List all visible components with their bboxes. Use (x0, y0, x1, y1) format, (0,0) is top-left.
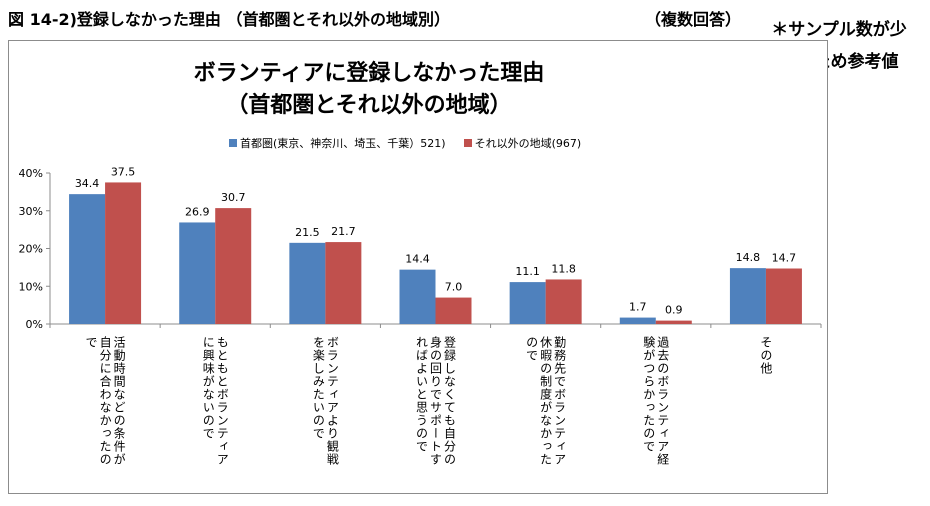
data-label: 1.7 (629, 301, 647, 314)
y-tick-label: 10% (19, 280, 43, 293)
legend-swatch-other-regions (463, 139, 472, 147)
category-label: 過去のボランティア経 (656, 336, 670, 466)
category-label: その他 (759, 336, 773, 375)
category-label: ので (525, 336, 539, 362)
legend-label-tokyo-area: 首都圏(東京、神奈川、埼玉、千葉）521) (240, 137, 446, 150)
bar-other-regions (325, 242, 362, 324)
data-label: 11.1 (515, 265, 540, 278)
category-label: 活動時間などの条件が (112, 336, 126, 466)
figure-title: 図 14-2)登録しなかった理由 （首都圏とそれ以外の地域別） (8, 10, 451, 29)
chart-title-line-2: （首都圏とそれ以外の地域） (226, 93, 512, 118)
data-label: 26.9 (185, 205, 210, 218)
bar-other-regions (105, 182, 142, 324)
data-label: 14.4 (405, 253, 430, 266)
sample-note-line-1: ＊サンプル数が少 (771, 20, 907, 40)
data-label: 34.4 (75, 177, 100, 190)
legend-entry-other-regions: それ以外の地域(967) (463, 135, 582, 151)
bar-other-regions (215, 208, 252, 324)
data-label: 14.7 (772, 252, 797, 265)
y-tick-label: 20% (19, 243, 43, 256)
bar-tokyo-area (289, 242, 326, 324)
category-label: もともとボランティア (215, 336, 229, 466)
category-label: 登録しなくても自分の (443, 335, 457, 466)
category-label: ればよいと思うので (415, 336, 429, 453)
bar-chart-plot: 0% 10% 20% 30% 40% 34.4 37.5 活動時間などの条件が自分に合わなかっ… (19, 165, 822, 466)
bar-tokyo-area (509, 282, 546, 324)
category-label: を楽しみたいので (311, 336, 325, 440)
y-tick-label: 40% (19, 167, 43, 180)
data-label: 11.8 (551, 262, 576, 275)
category-label: 験がつらかったので (642, 335, 656, 453)
bar-other-regions (435, 297, 472, 324)
legend-swatch-tokyo-area (229, 139, 237, 147)
y-tick-label: 0% (26, 318, 43, 331)
bar-other-regions (765, 268, 802, 324)
chart-legend: 首都圏(東京、神奈川、埼玉、千葉）521) それ以外の地域(967) (229, 135, 599, 151)
legend-label-other-regions: それ以外の地域(967) (474, 137, 582, 150)
data-label: 0.9 (665, 304, 683, 317)
data-label: 7.0 (445, 281, 463, 294)
data-label: 14.8 (736, 251, 761, 264)
chart-frame: ボランティアに登録しなかった理由 （首都圏とそれ以外の地域） 首都圏(東京、神奈… (8, 40, 828, 494)
bar-other-regions (545, 279, 582, 324)
data-label: 21.5 (295, 226, 320, 239)
category-label: 自分に合わなかったの (98, 336, 112, 466)
category-label: で (84, 336, 98, 349)
category-label: ボランティアより観戦 (325, 336, 339, 466)
data-label: 30.7 (221, 191, 246, 204)
bar-tokyo-area (729, 268, 766, 324)
bar-tokyo-area (619, 317, 656, 324)
category-label: 勤務先でボランティア (553, 336, 567, 466)
legend-entry-tokyo-area: 首都圏(東京、神奈川、埼玉、千葉）521) (229, 135, 446, 151)
data-label: 21.7 (331, 225, 356, 238)
bar-tokyo-area (69, 194, 106, 324)
bar-tokyo-area (179, 222, 216, 324)
category-label: 身の回りでサポートす (429, 335, 443, 466)
y-tick-label: 30% (19, 205, 43, 218)
data-label: 37.5 (111, 165, 136, 178)
multiple-answer-note: （複数回答） (645, 10, 742, 29)
category-label: 休暇の制度がなかった (539, 336, 553, 466)
category-label: に興味がないので (201, 336, 215, 440)
bar-tokyo-area (399, 269, 436, 324)
bar-other-regions (655, 320, 692, 324)
chart-title-line-1: ボランティアに登録しなかった理由 (193, 61, 545, 86)
